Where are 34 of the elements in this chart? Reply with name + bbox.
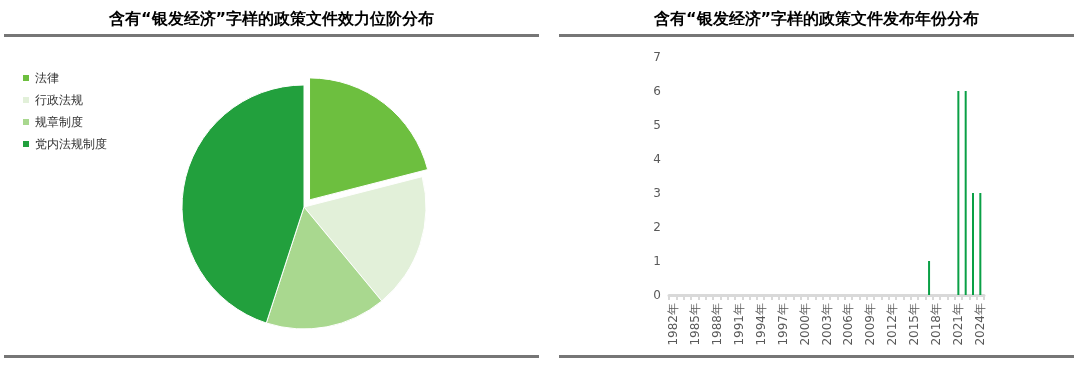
bar	[957, 91, 960, 295]
y-tick-label: 7	[653, 50, 661, 64]
y-tick-label: 0	[653, 288, 661, 302]
x-tick-label: 2012年	[885, 303, 900, 346]
x-tick-label: 1997年	[775, 303, 790, 346]
x-tick-label: 1988年	[709, 303, 724, 346]
x-tick-label: 2000年	[797, 303, 812, 346]
bar	[979, 193, 982, 295]
x-tick-label: 2024年	[973, 303, 988, 346]
x-tick-label: 2021年	[951, 303, 966, 346]
y-tick-label: 4	[653, 152, 661, 166]
bar	[928, 261, 931, 295]
x-tick-label: 1994年	[753, 303, 768, 346]
y-tick-label: 1	[653, 254, 661, 268]
y-tick-label: 5	[653, 118, 661, 132]
y-tick-label: 6	[653, 84, 661, 98]
x-tick-label: 1991年	[731, 303, 746, 346]
legend-label: 法律	[35, 71, 59, 85]
chart-title: 含有“银发经济”字样的政策文件效力位阶分布	[108, 8, 435, 30]
bar	[972, 193, 975, 295]
x-tick-label: 2003年	[819, 303, 834, 346]
x-tick-label: 2006年	[841, 303, 856, 346]
y-tick-label: 3	[653, 186, 661, 200]
y-tick-label: 2	[653, 220, 661, 234]
x-tick-label: 2018年	[929, 303, 944, 346]
x-tick-label: 2015年	[907, 303, 922, 346]
legend-label: 规章制度	[35, 115, 83, 129]
x-tick-label: 1982年	[665, 303, 680, 346]
chart-title: 含有“银发经济”字样的政策文件发布年份分布	[653, 8, 980, 30]
x-tick-label: 2009年	[863, 303, 878, 346]
legend-label: 党内法规制度	[35, 137, 107, 151]
x-tick-label: 1985年	[687, 303, 702, 346]
bar	[964, 91, 967, 295]
legend-label: 行政法规	[35, 93, 83, 107]
